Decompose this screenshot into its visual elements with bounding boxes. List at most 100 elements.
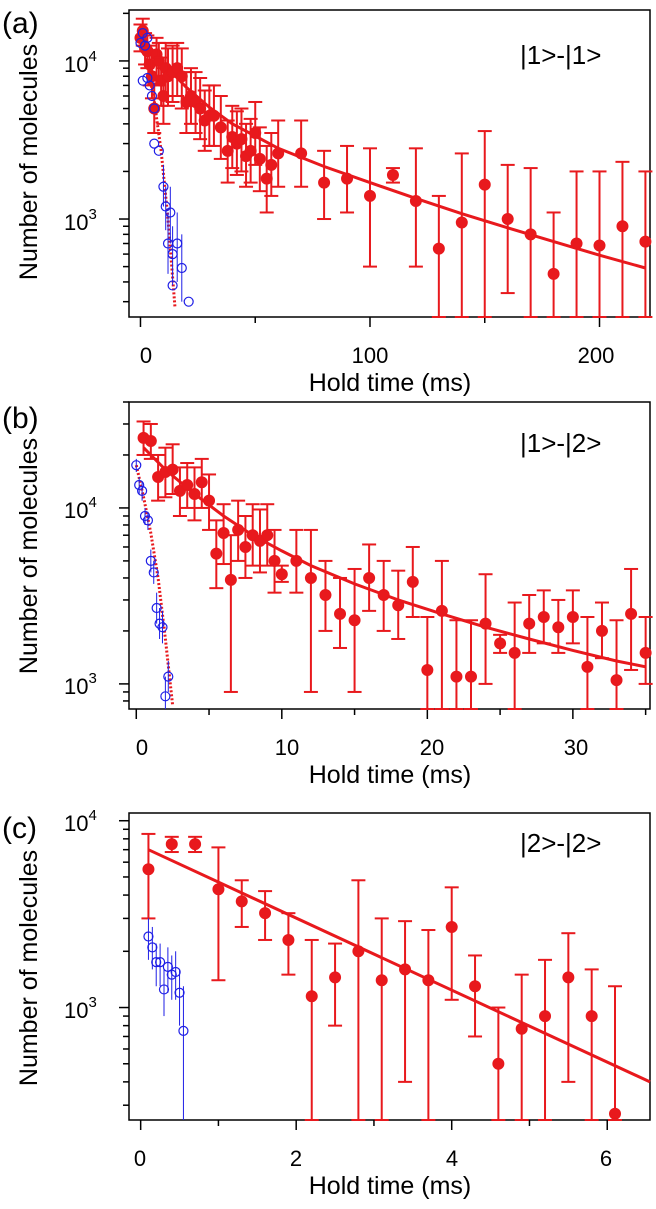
state-label: |1>-|2>: [520, 428, 601, 458]
data-point: [143, 931, 154, 942]
data-point: [259, 907, 272, 920]
data-point: [595, 624, 608, 637]
data-point: [566, 610, 579, 623]
data-point: [318, 176, 331, 189]
plot-area: [119, 819, 651, 1130]
data-point: [386, 168, 399, 181]
data-point: [639, 646, 652, 659]
data-point: [523, 617, 536, 630]
y-tick-exponent: 4: [88, 494, 96, 511]
data-point: [363, 189, 376, 202]
state-label: |2>-|2>: [520, 828, 601, 858]
plot-frame: [128, 9, 651, 318]
data-point: [392, 599, 405, 612]
data-point: [203, 494, 216, 507]
x-tick-label: 200: [578, 343, 615, 368]
data-point: [134, 479, 145, 491]
panel-label: (a): [2, 7, 39, 40]
data-point: [151, 957, 162, 968]
data-point: [214, 121, 227, 134]
panel-c: (c) |2>-|2> Hold time (ms) 0 2 4 6 104 1…: [2, 807, 651, 1200]
fit-curve: [147, 848, 651, 1084]
data-point: [153, 145, 164, 156]
y-tick-base: 10: [64, 52, 88, 77]
x-tick-label: 6: [600, 1146, 612, 1171]
x-tick-label: 4: [446, 1146, 458, 1171]
y-tick-labels: 104 103: [64, 494, 97, 699]
data-point: [406, 575, 419, 588]
data-point: [432, 242, 445, 255]
data-point: [210, 547, 223, 560]
y-axis-title: Number of molecules: [15, 438, 43, 674]
data-point: [160, 691, 171, 702]
data-point: [422, 974, 435, 987]
data-point: [224, 573, 237, 586]
data-point: [158, 984, 170, 995]
y-tick-label: 103: [64, 994, 97, 1023]
data-point: [183, 296, 194, 307]
data-point: [142, 515, 154, 526]
x-tick-labels: 0 10 20 30: [136, 735, 588, 760]
data-point: [157, 622, 168, 633]
plot-frame: [128, 401, 651, 710]
x-axis-title: Hold time (ms): [309, 761, 472, 789]
data-point: [494, 637, 507, 650]
y-tick-base: 10: [64, 498, 88, 523]
x-tick-label: 10: [275, 735, 299, 760]
panel-b: (b) |1>-|2> Hold time (ms) 0 10 20 30 10…: [2, 401, 653, 789]
data-point: [290, 554, 303, 567]
data-point: [515, 1022, 528, 1035]
data-point: [581, 660, 594, 673]
y-tick-base: 10: [64, 210, 88, 235]
data-point: [147, 942, 158, 953]
data-point: [166, 463, 179, 476]
data-point: [148, 567, 159, 578]
data-point: [212, 883, 225, 896]
data-point: [142, 863, 155, 876]
data-point: [131, 460, 142, 471]
x-tick-label: 0: [140, 343, 152, 368]
x-tick-label: 0: [136, 735, 148, 760]
data-point: [148, 102, 161, 115]
x-axis-title: Hold time (ms): [309, 369, 472, 397]
y-tick-exponent: 4: [88, 48, 96, 65]
y-tick-exponent: 4: [88, 807, 96, 824]
data-point: [176, 262, 187, 274]
data-point: [146, 90, 158, 102]
plot-area: [119, 401, 653, 719]
data-point: [167, 280, 178, 291]
data-point: [261, 529, 274, 542]
data-point: [165, 207, 176, 218]
y-tick-base: 10: [64, 998, 88, 1023]
x-tick-labels: 0 100 200: [140, 343, 614, 368]
fit-curve-dotted: [134, 464, 175, 707]
data-point: [639, 235, 652, 248]
data-point: [178, 1025, 189, 1036]
data-point: [139, 40, 151, 51]
data-point: [149, 103, 160, 114]
data-point: [610, 674, 623, 687]
y-tick-label: 104: [64, 807, 97, 836]
x-tick-label: 0: [134, 1146, 146, 1171]
data-point: [268, 554, 281, 567]
panel-a: (a) |1>-|1> Hold time (ms) 0 100 200 104…: [2, 7, 653, 397]
data-point: [524, 228, 537, 241]
y-tick-labels: 104 103: [64, 807, 97, 1023]
data-point: [207, 109, 220, 122]
data-point: [181, 479, 194, 492]
data-point: [377, 589, 390, 602]
y-axis-title: Number of molecules: [15, 850, 43, 1086]
data-point: [501, 213, 514, 226]
data-point: [435, 604, 448, 617]
data-point: [174, 987, 185, 998]
data-point: [142, 72, 153, 84]
data-point: [142, 32, 153, 43]
y-tick-label: 104: [64, 48, 97, 77]
x-tick-label: 2: [290, 1146, 302, 1171]
data-point: [455, 216, 468, 229]
data-point: [304, 571, 317, 584]
data-point: [421, 663, 434, 676]
y-tick-labels: 104 103: [64, 48, 97, 235]
fit-curve-dotted: [139, 30, 177, 307]
